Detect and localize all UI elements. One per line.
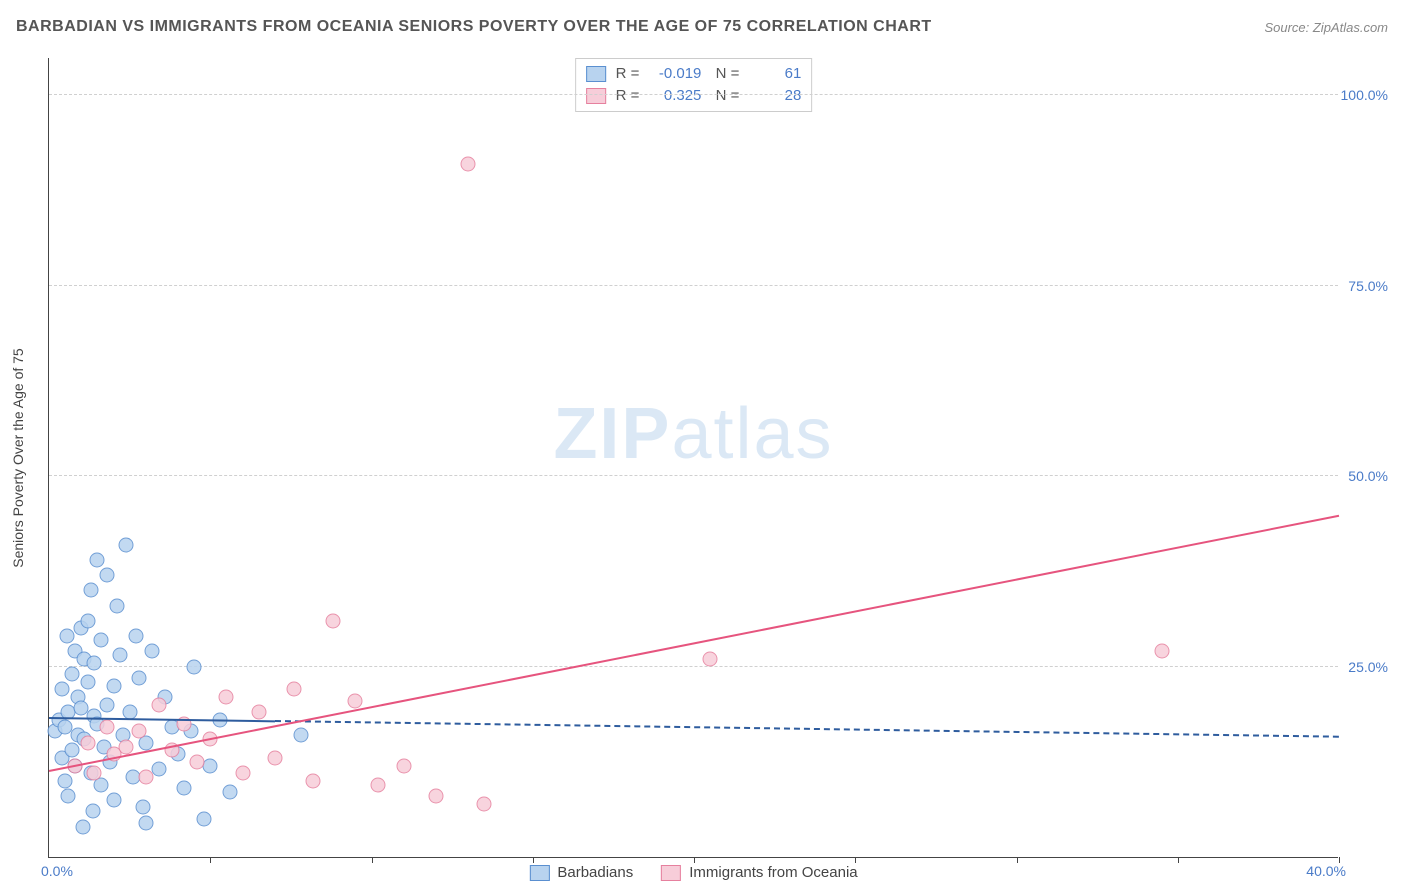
legend-stats-row-0: R =-0.019 N =61 [586, 63, 802, 85]
x-tick-mark [694, 857, 695, 863]
data-point [100, 568, 115, 583]
legend-item-1: Immigrants from Oceania [661, 864, 857, 881]
data-point [177, 781, 192, 796]
data-point [477, 796, 492, 811]
data-point [267, 750, 282, 765]
data-point [138, 815, 153, 830]
data-point [119, 739, 134, 754]
data-point [87, 655, 102, 670]
gridline-h [49, 475, 1338, 476]
gridline-h [49, 666, 1338, 667]
watermark: ZIPatlas [553, 393, 833, 475]
x-tick-mark [1178, 857, 1179, 863]
legend-swatch-bottom-1 [661, 865, 681, 881]
data-point [54, 682, 69, 697]
x-tick-mark [1017, 857, 1018, 863]
data-point [61, 789, 76, 804]
data-point [80, 674, 95, 689]
data-point [287, 682, 302, 697]
y-tick-label: 100.0% [1341, 87, 1388, 103]
data-point [461, 156, 476, 171]
data-point [138, 770, 153, 785]
data-point [429, 789, 444, 804]
data-point [196, 811, 211, 826]
x-tick-mark [1339, 857, 1340, 863]
data-point [75, 819, 90, 834]
x-tick-mark [210, 857, 211, 863]
chart-title: BARBADIAN VS IMMIGRANTS FROM OCEANIA SEN… [16, 18, 932, 36]
data-point [348, 693, 363, 708]
plot-region: ZIPatlas R =-0.019 N =61 R =0.325 N =28 … [48, 58, 1338, 858]
data-point [87, 766, 102, 781]
data-point [129, 629, 144, 644]
data-point [85, 804, 100, 819]
legend-swatch-1 [586, 88, 606, 104]
data-point [306, 773, 321, 788]
data-point [106, 792, 121, 807]
data-point [90, 552, 105, 567]
data-point [135, 800, 150, 815]
chart-area: Seniors Poverty Over the Age of 75 ZIPat… [48, 58, 1388, 858]
trend-line [49, 717, 275, 722]
x-tick-end: 40.0% [1306, 863, 1346, 879]
data-point [219, 690, 234, 705]
y-tick-label: 25.0% [1348, 659, 1388, 675]
y-axis-label: Seniors Poverty Over the Age of 75 [10, 348, 26, 567]
data-point [132, 724, 147, 739]
data-point [93, 632, 108, 647]
legend-bottom: Barbadians Immigrants from Oceania [529, 864, 857, 881]
data-point [235, 766, 250, 781]
gridline-h [49, 285, 1338, 286]
data-point [325, 613, 340, 628]
data-point [119, 537, 134, 552]
data-point [187, 659, 202, 674]
data-point [145, 644, 160, 659]
x-tick-origin: 0.0% [41, 863, 73, 879]
data-point [109, 598, 124, 613]
data-point [100, 697, 115, 712]
data-point [151, 762, 166, 777]
data-point [80, 613, 95, 628]
y-tick-label: 50.0% [1348, 468, 1388, 484]
x-tick-mark [372, 857, 373, 863]
data-point [370, 777, 385, 792]
data-point [64, 667, 79, 682]
gridline-h [49, 94, 1338, 95]
data-point [106, 678, 121, 693]
data-point [190, 754, 205, 769]
trend-line [275, 720, 1339, 738]
data-point [222, 785, 237, 800]
legend-stats-row-1: R =0.325 N =28 [586, 85, 802, 107]
data-point [396, 758, 411, 773]
data-point [59, 629, 74, 644]
data-point [100, 720, 115, 735]
data-point [64, 743, 79, 758]
data-point [132, 670, 147, 685]
y-tick-label: 75.0% [1348, 278, 1388, 294]
data-point [58, 773, 73, 788]
legend-swatch-bottom-0 [529, 865, 549, 881]
data-point [293, 728, 308, 743]
data-point [1154, 644, 1169, 659]
data-point [151, 697, 166, 712]
legend-swatch-0 [586, 66, 606, 82]
data-point [112, 648, 127, 663]
source-attribution: Source: ZipAtlas.com [1264, 20, 1388, 35]
x-tick-mark [533, 857, 534, 863]
legend-stats-box: R =-0.019 N =61 R =0.325 N =28 [575, 58, 813, 112]
x-tick-mark [855, 857, 856, 863]
data-point [80, 735, 95, 750]
data-point [83, 583, 98, 598]
data-point [703, 651, 718, 666]
data-point [251, 705, 266, 720]
legend-item-0: Barbadians [529, 864, 633, 881]
data-point [203, 758, 218, 773]
